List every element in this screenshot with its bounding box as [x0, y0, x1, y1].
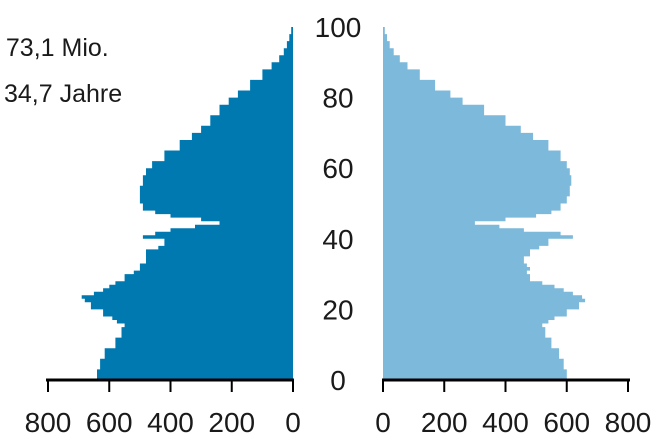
chart-axes	[46, 378, 630, 392]
right-x-tick-label: 0	[375, 407, 391, 438]
right-x-tick-label: 800	[605, 407, 652, 438]
left-x-tick-label: 0	[285, 407, 301, 438]
median-age-annotation: 34,7 Jahre	[4, 80, 123, 108]
left-x-tick-label: 600	[86, 407, 133, 438]
age-tick-label: 100	[315, 12, 362, 43]
age-tick-label: 20	[322, 294, 353, 325]
left-x-tick-label: 400	[147, 407, 194, 438]
left-x-tick-label: 800	[25, 407, 72, 438]
pyramid-bars	[81, 27, 586, 380]
age-tick-label: 0	[330, 365, 346, 396]
right-x-tick-label: 600	[543, 407, 590, 438]
age-tick-label: 80	[322, 83, 353, 114]
population-total-annotation: : 73,1 Mio.	[0, 34, 109, 62]
age-tick-label: 60	[322, 153, 353, 184]
right-pyramid-area	[383, 27, 586, 380]
left-pyramid-area	[81, 27, 293, 380]
right-x-tick-label: 400	[482, 407, 529, 438]
age-tick-label: 40	[322, 224, 353, 255]
right-x-tick-label: 200	[421, 407, 468, 438]
left-x-tick-label: 200	[208, 407, 255, 438]
